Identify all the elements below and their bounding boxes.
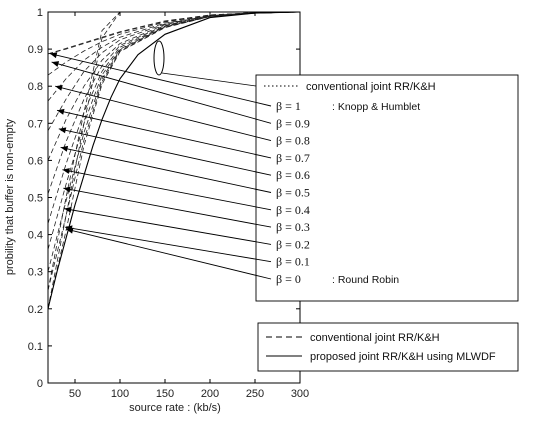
arrow-line-3 [56, 109, 272, 159]
arrow-line-1 [51, 61, 272, 124]
beta-label-8: β = 0.2 [276, 237, 310, 251]
proposed-solid-curve [48, 12, 300, 309]
y-axis-label: probility that buffer is non-empty [4, 118, 16, 275]
arrow-line-6 [62, 169, 272, 211]
arrow-head-10 [66, 227, 74, 234]
x-tick-label-2: 150 [156, 388, 174, 400]
x-tick-label-4: 250 [246, 388, 264, 400]
ticks-group: 50 100 150 200 250 300 0 0.1 0.2 0.3 0.4 0.5 0.6 0.7 0… [28, 7, 309, 400]
beta-labels: β = 1 : Knopp & Humblet β = 0.9 β = 0.8 β = … [276, 99, 420, 286]
beta-note-10: : Round Robin [332, 274, 399, 286]
arrow-head-4 [58, 127, 67, 134]
beta-label-0: β = 1 [276, 99, 301, 113]
arrow-line-2 [55, 85, 272, 142]
beta-label-9: β = 0.1 [276, 255, 310, 269]
x-tick-label-3: 200 [201, 388, 219, 400]
beta-label-10: β = 0 [276, 272, 301, 286]
ellipse-connector [161, 72, 257, 87]
legend-bottom-box [257, 322, 519, 372]
arrow-line-7 [63, 187, 272, 228]
beta-label-5: β = 0.5 [276, 186, 310, 200]
arrow-line-0 [49, 53, 272, 107]
legend-bottom-dashed-label: conventional joint RR/K&H [310, 332, 440, 344]
arrow-head-5 [60, 145, 69, 152]
y-tick-label-1: 0.1 [28, 341, 43, 353]
legend-bottom: conventional joint RR/K&H proposed joint… [257, 322, 519, 372]
legend-top: conventional joint RR/K&H β = 1 : Knopp &… [255, 74, 519, 302]
y-tick-label-5: 0.5 [28, 193, 43, 205]
beta-label-1: β = 0.9 [276, 116, 310, 130]
x-tick-label-0: 50 [69, 388, 81, 400]
arrow-head-0 [49, 52, 58, 59]
beta-label-4: β = 0.6 [276, 168, 310, 182]
y-tick-label-3: 0.3 [28, 267, 43, 279]
arrow-head-3 [57, 108, 65, 115]
beta-label-2: β = 0.8 [276, 134, 310, 148]
conventional-dashed-curve-0 [48, 12, 300, 55]
curve-annotation-ellipse [153, 40, 165, 76]
arrow-head-1 [51, 61, 60, 67]
legend-top-box [255, 74, 519, 302]
x-tick-label-5: 300 [291, 388, 309, 400]
arrow-line-10 [65, 228, 272, 280]
curves-group [48, 12, 300, 309]
beta-label-6: β = 0.4 [276, 203, 310, 217]
y-tick-label-7: 0.7 [28, 118, 43, 130]
y-tick-label-4: 0.4 [28, 230, 43, 242]
x-tick-label-1: 100 [111, 388, 129, 400]
legend-top-label: conventional joint RR/K&H [306, 81, 436, 93]
legend-bottom-solid-label: proposed joint RR/K&H using MLWDF [310, 351, 496, 363]
beta-label-3: β = 0.7 [276, 151, 310, 165]
x-axis-label: source rate : (kb/s) [129, 402, 221, 414]
arrows-group [49, 52, 272, 280]
arrow-head-7 [63, 186, 71, 193]
y-tick-label-9: 0.9 [28, 44, 43, 56]
y-tick-label-2: 0.2 [28, 304, 43, 316]
arrow-line-4 [58, 128, 272, 176]
conventional-dashed-curve-1 [48, 12, 121, 309]
beta-label-7: β = 0.3 [276, 220, 310, 234]
beta-curve-6 [48, 12, 300, 224]
conventional-dashed-curve-2 [48, 12, 121, 291]
arrow-head-8 [64, 206, 72, 213]
arrow-line-9 [65, 226, 272, 263]
arrow-line-8 [64, 208, 272, 245]
y-tick-label-0: 0 [37, 378, 43, 390]
y-tick-label-10: 1 [37, 7, 43, 19]
beta-note-0: : Knopp & Humblet [332, 101, 420, 113]
arrow-head-6 [62, 168, 70, 174]
arrow-line-5 [60, 146, 272, 193]
y-tick-label-8: 0.8 [28, 81, 43, 93]
y-tick-label-6: 0.6 [28, 155, 43, 167]
beta-curve-4 [48, 12, 300, 161]
beta-curve-1 [48, 12, 300, 76]
arrow-head-2 [55, 85, 63, 91]
